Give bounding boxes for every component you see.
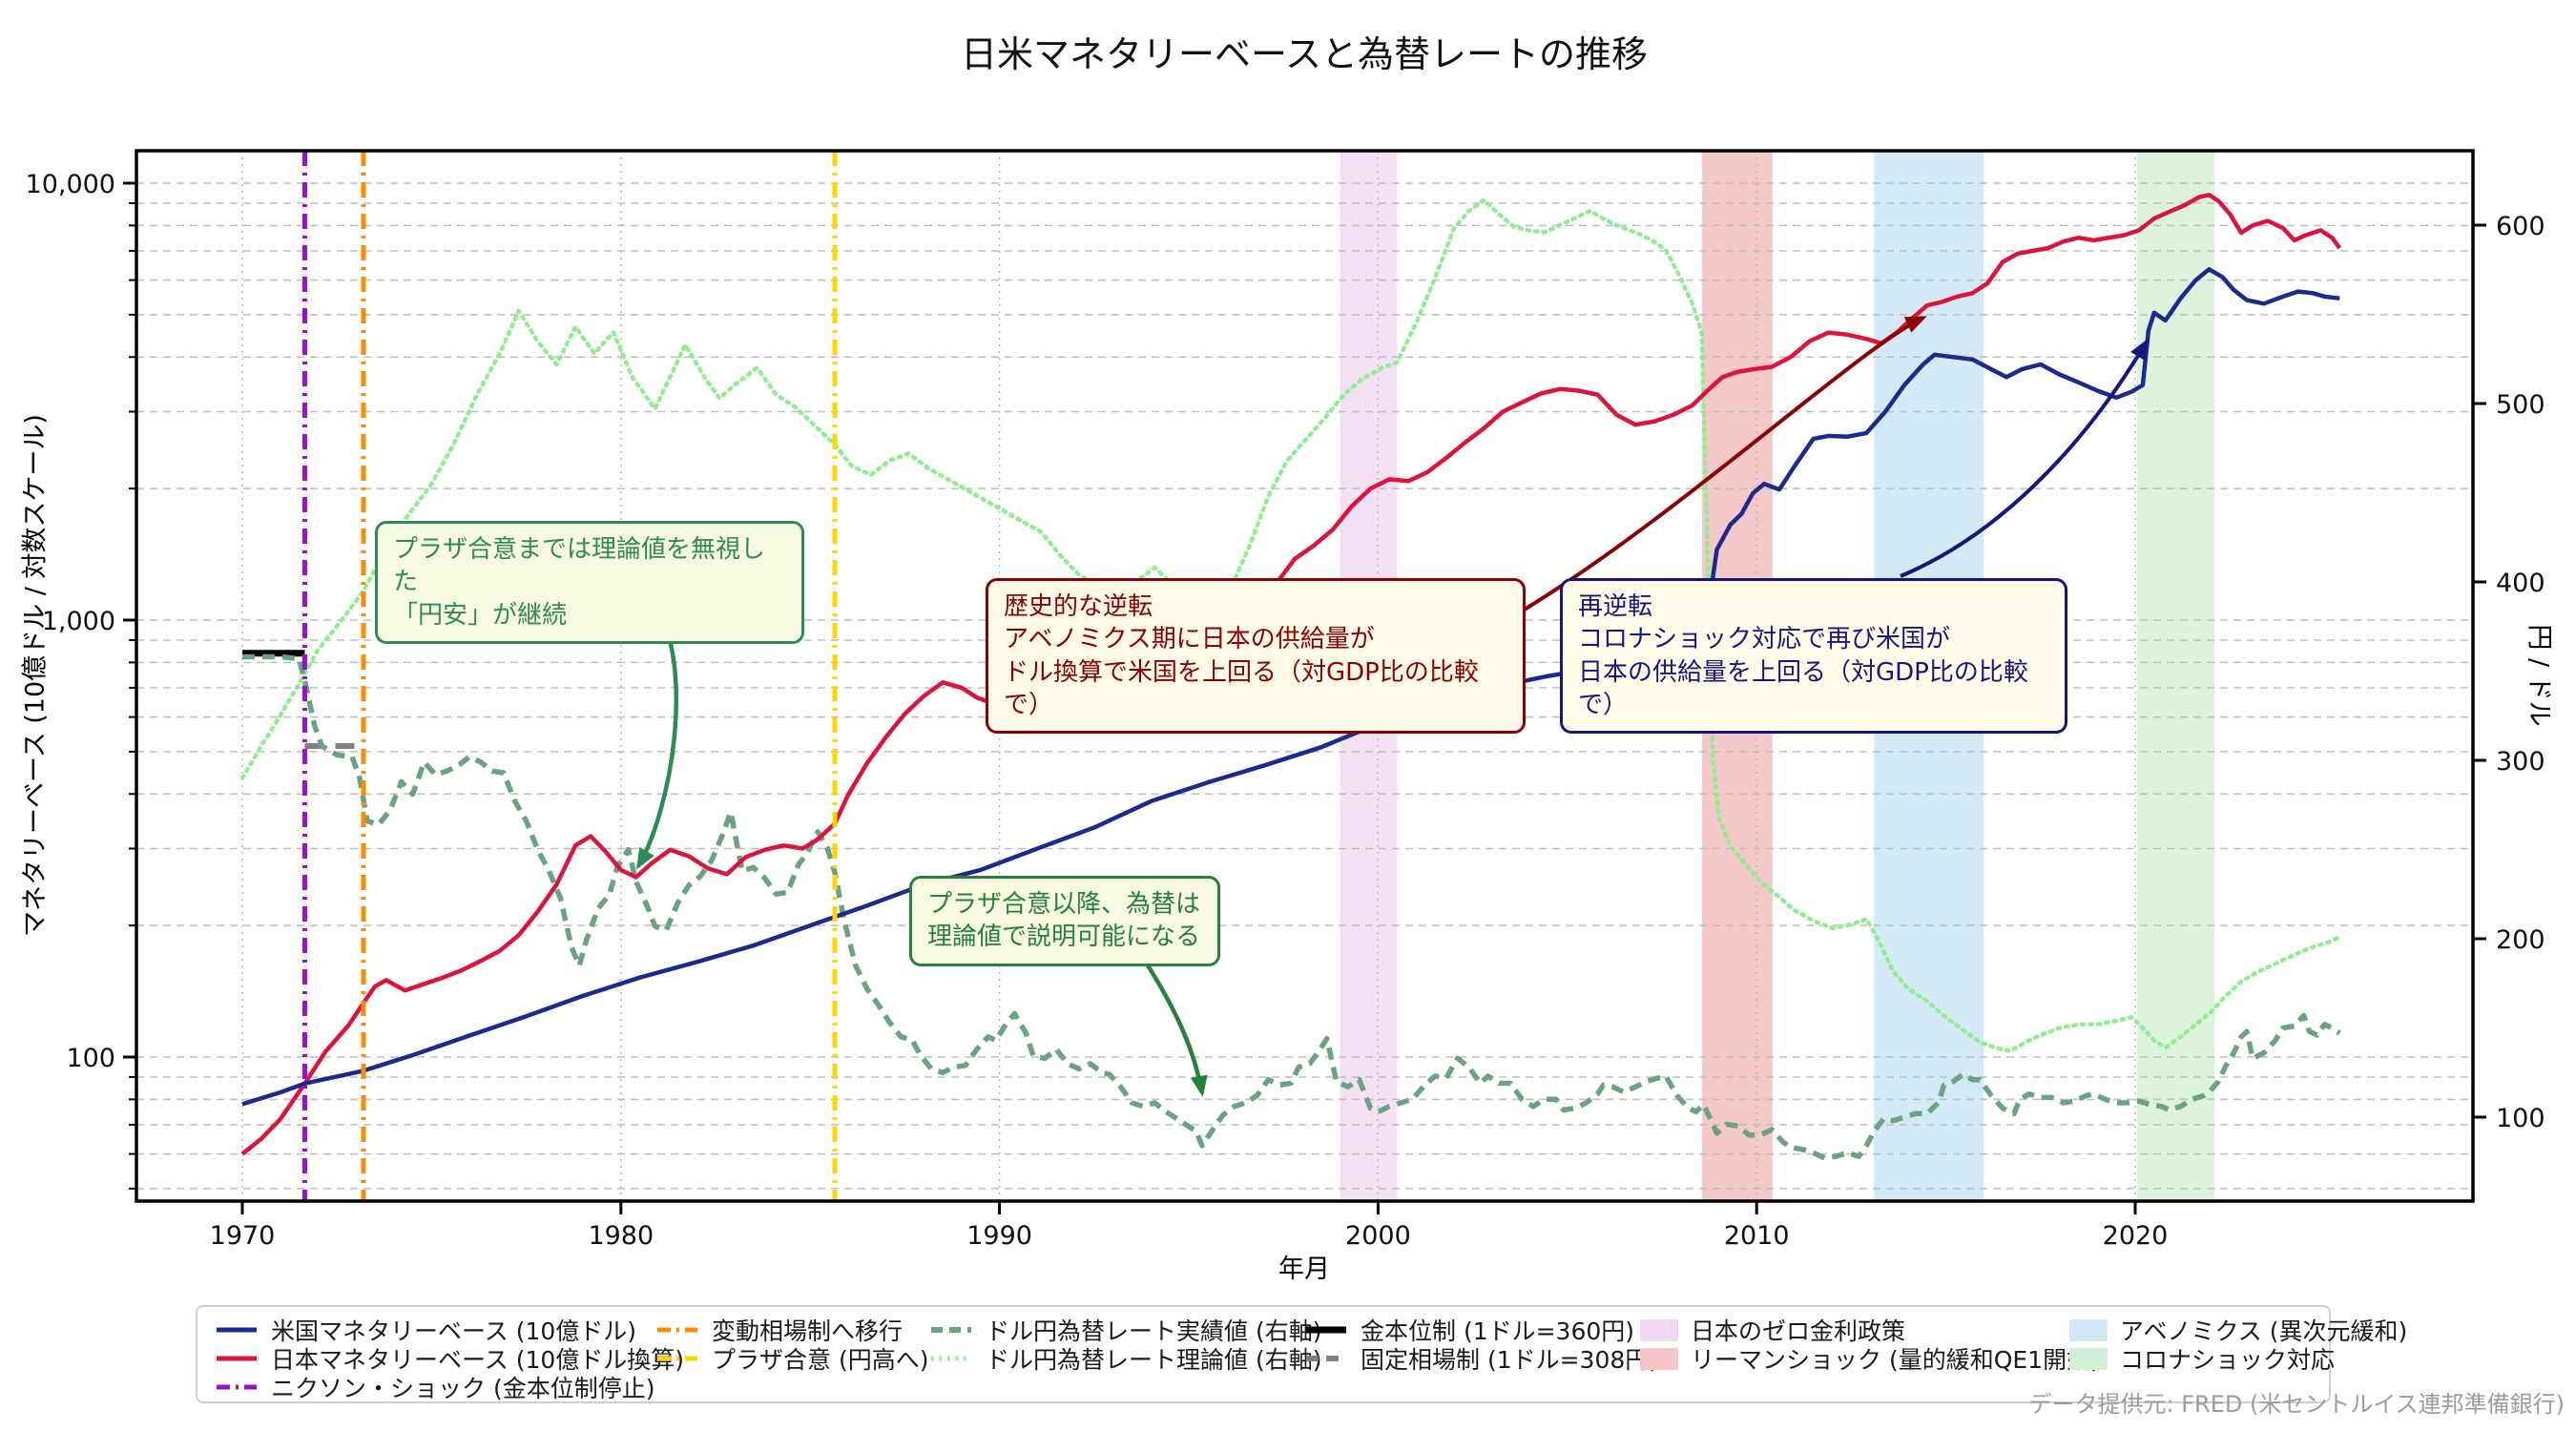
legend-item: コロナショック対応 (2069, 1345, 2335, 1374)
legend-patch-swatch (1640, 1318, 1678, 1341)
legend-item: 固定相場制 (1ドル=308円) (1304, 1345, 1658, 1374)
legend-item: プラザ合意 (円高へ) (655, 1345, 928, 1374)
annotation-pre-plaza: プラザ合意までは理論値を無視した 「円安」が継続 (375, 521, 804, 644)
y-axis-label-right: 円 / ドル (2524, 624, 2554, 727)
series-japan-monetary-base-line (240, 193, 2342, 1156)
series-jpy-usd-actual-line (242, 653, 2341, 1161)
tick-label: 600 (2496, 212, 2545, 241)
tick-label: 500 (2496, 390, 2545, 420)
legend-item: 米国マネタリーベース (10億ドル) (215, 1317, 636, 1345)
legend-line-swatch (931, 1356, 971, 1361)
legend-item: アベノミクス (異次元緩和) (2069, 1317, 2407, 1345)
tick-label: 1980 (588, 1221, 654, 1251)
legend-item: 日本のゼロ金利政策 (1640, 1317, 1905, 1345)
source-note: データ提供元: FRED (米セントルイス連邦準備銀行) (2028, 1391, 2565, 1418)
legend-item-label: 日本マネタリーベース (10億ドル換算) (271, 1346, 685, 1374)
series-us-monetary-base-line (241, 267, 2340, 1107)
legend-line-swatch (931, 1327, 971, 1333)
tick-label: 10,000 (26, 170, 115, 199)
arrow-pre-plaza (635, 605, 678, 870)
tick-label: 300 (2496, 747, 2545, 777)
legend-item: 日本マネタリーベース (10億ドル換算) (215, 1345, 684, 1374)
japan-monetary-base-line (240, 193, 2342, 1156)
axes: 100 1,000 10,000 100 200 300 400 500 600 1970 1980… (26, 149, 2545, 1251)
legend-item: リーマンショック (量的緩和QE1開始) (1640, 1345, 2100, 1374)
tick-label: 100 (2496, 1104, 2545, 1133)
tick-label: 200 (2496, 925, 2545, 955)
legend-line-swatch (1306, 1326, 1346, 1334)
legend-line-swatch (657, 1327, 697, 1333)
legend-item-label: ニクソン・ショック (金本位制停止) (271, 1375, 655, 1402)
tick-label: 400 (2496, 569, 2545, 598)
annotation-historic-reversal: 歴史的な逆転 アベノミクス期に日本の供給量が ドル換算で米国を上回る（対GDP比… (986, 578, 1526, 735)
legend-patch-swatch (1640, 1347, 1678, 1370)
legend-item-label: 金本位制 (1ドル=360円) (1361, 1317, 1635, 1345)
tick-label: 1990 (966, 1221, 1032, 1251)
tick-label: 2000 (1345, 1221, 1411, 1251)
us-monetary-base-line (241, 267, 2340, 1107)
jpy-usd-theoretical-line (239, 197, 2342, 1054)
legend-item-label: プラザ合意 (円高へ) (712, 1346, 929, 1374)
series-jpy-usd-theoretical-line (239, 197, 2342, 1054)
legend-line-swatch (1306, 1356, 1346, 1361)
tick-label: 1,000 (42, 607, 115, 636)
tick-label: 100 (66, 1044, 115, 1073)
legend-item-label: 固定相場制 (1ドル=308円) (1361, 1346, 1659, 1374)
legend-item-label: ドル円為替レート実績値 (右軸) (986, 1317, 1322, 1345)
legend-item: ニクソン・ショック (金本位制停止) (215, 1374, 654, 1402)
tick-label: 2020 (2103, 1221, 2169, 1251)
legend-item: ドル円為替レート理論値 (右軸) (929, 1345, 1321, 1374)
reference-lines (242, 650, 365, 750)
annotation-re-reversal: 再逆転 コロナショック対応で再び米国が 日本の供給量を上回る（対GDP比の比較で… (1560, 578, 2067, 735)
arrow-re-reversal (1900, 338, 2150, 578)
legend-line-swatch (217, 1327, 257, 1333)
legend-item-label: リーマンショック (量的緩和QE1開始) (1691, 1346, 2100, 1374)
tick-label: 1970 (210, 1221, 276, 1251)
legend-item: 金本位制 (1ドル=360円) (1304, 1317, 1634, 1345)
legend-item-label: コロナショック対応 (2120, 1346, 2336, 1374)
arrow-post-plaza (1141, 956, 1208, 1097)
legend-item-label: アベノミクス (異次元緩和) (2120, 1317, 2408, 1345)
legend-item-label: 変動相場制へ移行 (712, 1317, 904, 1345)
legend-item-label: 日本のゼロ金利政策 (1691, 1317, 1906, 1345)
legend-item-label: 米国マネタリーベース (10億ドル) (271, 1317, 637, 1345)
tick-label: 2010 (1724, 1221, 1790, 1251)
legend-line-swatch (657, 1356, 697, 1361)
event-lines (301, 151, 838, 1201)
legend-patch-swatch (2069, 1318, 2108, 1341)
jpy-usd-actual-line (242, 653, 2341, 1161)
page-title: 日米マネタリーベースと為替レートの推移 (960, 33, 1649, 75)
legend-line-swatch (217, 1356, 257, 1361)
legend-item: 変動相場制へ移行 (655, 1317, 903, 1345)
y-axis-label-left: マネタリーベース (10億ドル / 対数スケール) (20, 414, 51, 937)
legend-item: ドル円為替レート実績値 (右軸) (929, 1317, 1321, 1345)
arrow-historic-reversal (1521, 316, 1927, 612)
legend-item-label: ドル円為替レート理論値 (右軸) (986, 1346, 1322, 1374)
legend: 米国マネタリーベース (10億ドル) 日本マネタリーベース (10億ドル換算) ニク… (196, 1305, 2407, 1403)
legend-patch-swatch (2069, 1347, 2108, 1370)
legend-line-swatch (217, 1384, 257, 1390)
x-axis-label: 年月 (1278, 1255, 1330, 1284)
annotation-post-plaza: プラザ合意以降、為替は 理論値で説明可能になる (909, 876, 1220, 966)
